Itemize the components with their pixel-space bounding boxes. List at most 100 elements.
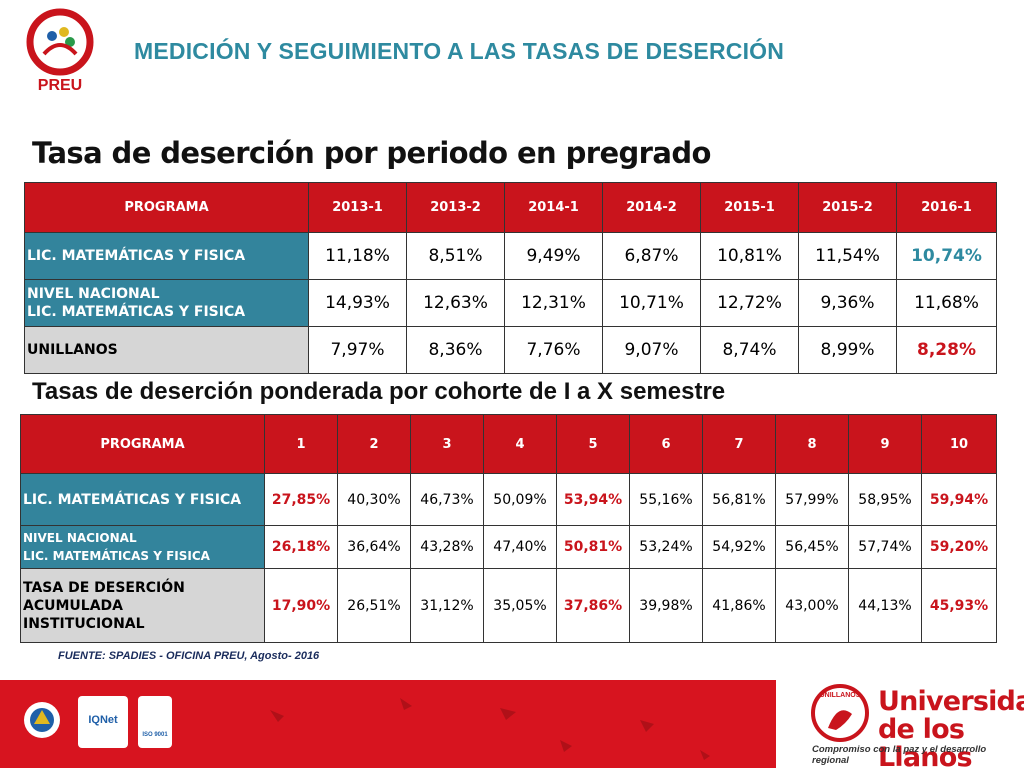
table2-header-row: PROGRAMA 1 2 3 4 5 6 7 8 9 10 xyxy=(20,414,997,474)
table1-heading: Tasa de deserción por periodo en pregrad… xyxy=(32,136,711,170)
table1-col-header: 2014-2 xyxy=(602,182,701,233)
table1-header-row: PROGRAMA 2013-1 2013-2 2014-1 2014-2 201… xyxy=(24,182,997,233)
footer-red-band: IQNet ISO 9001 xyxy=(0,680,776,768)
source-note: FUENTE: SPADIES - OFICINA PREU, Agosto- … xyxy=(58,650,320,662)
table2-col-header: 1 xyxy=(264,414,338,474)
table-cell: 35,05% xyxy=(483,568,557,643)
table-cell: 11,68% xyxy=(896,279,997,327)
dropout-by-period-table: PROGRAMA 2013-1 2013-2 2014-1 2014-2 201… xyxy=(24,182,997,374)
table-cell: 50,81% xyxy=(556,525,630,569)
table-cell: 56,81% xyxy=(702,473,776,526)
table-row: TASA DE DESERCIÓN ACUMULADA INSTITUCIONA… xyxy=(20,568,997,643)
table-cell: 40,30% xyxy=(337,473,411,526)
logo-figure-green xyxy=(65,37,75,47)
iqnet-badge: IQNet xyxy=(78,696,128,748)
footer: IQNet ISO 9001 xyxy=(0,680,1024,768)
table2-col-header: 2 xyxy=(337,414,411,474)
table-cell: 47,40% xyxy=(483,525,557,569)
table2-col-header: 3 xyxy=(410,414,484,474)
table2-col-header: 9 xyxy=(848,414,922,474)
table2-col-header: PROGRAMA xyxy=(20,414,265,474)
table-cell: 36,64% xyxy=(337,525,411,569)
table-cell: 8,51% xyxy=(406,232,505,280)
bird-icon xyxy=(500,708,516,720)
row-label-line: LIC. MATEMÁTICAS Y FISICA xyxy=(23,549,210,563)
colombia-seal-icon xyxy=(24,702,60,738)
table-cell: 59,94% xyxy=(921,473,997,526)
logo-text: PREU xyxy=(38,77,82,94)
table-cell: 11,54% xyxy=(798,232,897,280)
table-cell: 7,76% xyxy=(504,326,603,374)
table-cell: 12,31% xyxy=(504,279,603,327)
table-cell: 55,16% xyxy=(629,473,703,526)
table2-col-header: 10 xyxy=(921,414,997,474)
table-cell: 50,09% xyxy=(483,473,557,526)
table-cell: 26,18% xyxy=(264,525,338,569)
iso-badge: ISO 9001 xyxy=(138,696,172,748)
table-cell: 14,93% xyxy=(308,279,407,327)
table-row: UNILLANOS 7,97% 8,36% 7,76% 9,07% 8,74% … xyxy=(24,326,997,374)
logo-ring xyxy=(26,8,94,76)
slide-title: MEDICIÓN Y SEGUIMIENTO A LAS TASAS DE DE… xyxy=(134,38,785,64)
table-cell: 7,97% xyxy=(308,326,407,374)
table1-col-header: 2013-1 xyxy=(308,182,407,233)
table-cell: 59,20% xyxy=(921,525,997,569)
table-cell: 41,86% xyxy=(702,568,776,643)
table2-col-header: 6 xyxy=(629,414,703,474)
table-cell: 9,36% xyxy=(798,279,897,327)
table1-col-header: 2013-2 xyxy=(406,182,505,233)
preu-logo: PREU xyxy=(26,8,94,94)
row-label: LIC. MATEMÁTICAS Y FISICA xyxy=(20,473,265,526)
table-cell: 43,00% xyxy=(775,568,849,643)
table-cell: 12,63% xyxy=(406,279,505,327)
logo-swoosh xyxy=(42,43,78,56)
row-label-line: TASA DE DESERCIÓN xyxy=(23,579,185,596)
table2-col-header: 8 xyxy=(775,414,849,474)
unillanos-logo: UNILLANOS xyxy=(811,684,869,742)
university-name: Universidad de los Llanos xyxy=(878,688,1024,772)
logo-figure-blue xyxy=(47,31,57,41)
table-cell: 9,07% xyxy=(602,326,701,374)
bird-icon xyxy=(400,698,412,710)
table-cell: 37,86% xyxy=(556,568,630,643)
table-cell: 53,24% xyxy=(629,525,703,569)
iqnet-label: IQNet xyxy=(88,714,118,726)
table2-col-header: 7 xyxy=(702,414,776,474)
table-cell: 58,95% xyxy=(848,473,922,526)
table-row: LIC. MATEMÁTICAS Y FISICA 27,85% 40,30% … xyxy=(20,473,997,526)
table-cell: 54,92% xyxy=(702,525,776,569)
table1-col-header: 2014-1 xyxy=(504,182,603,233)
table-cell: 10,81% xyxy=(700,232,799,280)
logo-figure-yellow xyxy=(59,27,69,37)
row-label-line: ACUMULADA xyxy=(23,597,123,614)
row-label: NIVEL NACIONAL LIC. MATEMÁTICAS Y FISICA xyxy=(20,525,265,569)
table1-col-header: 2015-1 xyxy=(700,182,799,233)
table-cell: 46,73% xyxy=(410,473,484,526)
table-cell: 43,28% xyxy=(410,525,484,569)
row-label-line: NIVEL NACIONAL xyxy=(23,531,137,545)
table-row: NIVEL NACIONAL LIC. MATEMÁTICAS Y FISICA… xyxy=(24,279,997,327)
table-cell: 12,72% xyxy=(700,279,799,327)
table-cell: 17,90% xyxy=(264,568,338,643)
table-row: NIVEL NACIONAL LIC. MATEMÁTICAS Y FISICA… xyxy=(20,525,997,569)
table-cell: 10,71% xyxy=(602,279,701,327)
table-cell: 8,99% xyxy=(798,326,897,374)
logo-inner xyxy=(36,18,84,66)
bird-icon xyxy=(700,750,710,760)
bird-silhouettes xyxy=(270,698,710,760)
table1-col-header: 2016-1 xyxy=(896,182,997,233)
table-cell: 26,51% xyxy=(337,568,411,643)
bird-icon xyxy=(270,710,284,722)
table2-col-header: 5 xyxy=(556,414,630,474)
cohort-dropout-table: PROGRAMA 1 2 3 4 5 6 7 8 9 10 LIC. MATEM… xyxy=(20,414,997,643)
row-label: UNILLANOS xyxy=(24,326,309,374)
table-cell: 27,85% xyxy=(264,473,338,526)
university-name-line1: Universidad xyxy=(878,686,1024,717)
table2-col-header: 4 xyxy=(483,414,557,474)
row-label-line: UNILLANOS xyxy=(27,342,118,358)
table-cell: 9,49% xyxy=(504,232,603,280)
table-cell: 10,74% xyxy=(896,232,997,280)
table-cell: 39,98% xyxy=(629,568,703,643)
row-label-line: LIC. MATEMÁTICAS Y FISICA xyxy=(23,491,242,508)
table-cell: 53,94% xyxy=(556,473,630,526)
